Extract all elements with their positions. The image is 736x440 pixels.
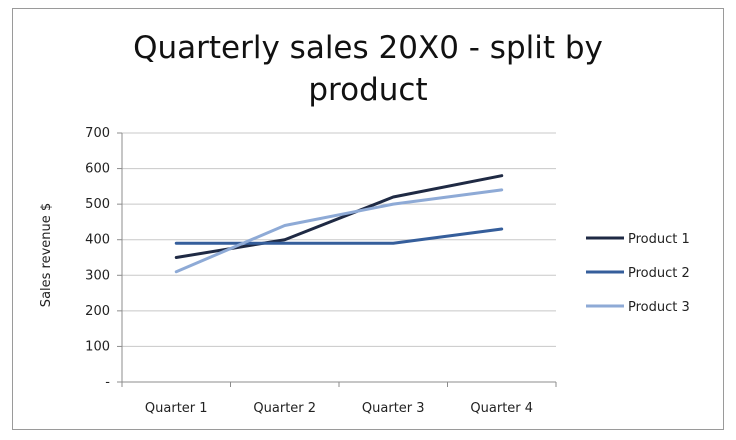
x-tick-label: Quarter 2 [253, 401, 316, 416]
axes [117, 132, 557, 387]
y-tick-label: 100 [85, 339, 110, 354]
legend-label: Product 2 [628, 266, 690, 281]
series-line-3 [174, 188, 504, 274]
legend: Product 1 Product 2 Product 3 [586, 232, 690, 315]
y-tick-label: 700 [85, 126, 110, 141]
legend-label: Product 3 [628, 300, 690, 315]
y-tick-label: 500 [85, 197, 110, 212]
y-tick-label: 600 [85, 162, 110, 177]
legend-label: Product 1 [628, 232, 690, 247]
series-lines [174, 174, 504, 274]
series-line-2 [174, 227, 504, 245]
chart-title-line-2: product [308, 72, 427, 108]
y-tick-label: 300 [85, 268, 110, 283]
chart-title-line-1: Quarterly sales 20X0 - split by [133, 30, 603, 66]
y-axis-label: Sales revenue $ [39, 203, 54, 307]
chart-frame [12, 8, 724, 430]
y-tick-label: 400 [85, 233, 110, 248]
grid-lines [122, 132, 556, 347]
x-tick-label: Quarter 3 [362, 401, 425, 416]
tick-labels: - 100 200 300 400 500 600 700 Quarter 1 Quarter 2… [85, 126, 533, 416]
series-line-1 [174, 174, 504, 259]
y-tick-label: - [105, 375, 110, 390]
x-tick-label: Quarter 1 [145, 401, 208, 416]
x-tick-label: Quarter 4 [470, 401, 533, 416]
y-tick-label: 200 [85, 304, 110, 319]
